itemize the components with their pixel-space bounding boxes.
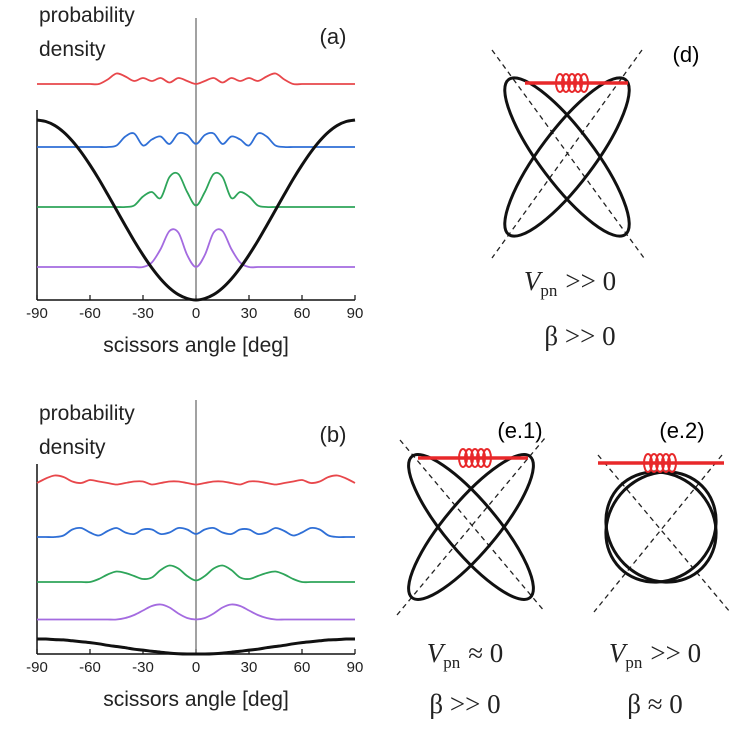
diagram-e2: (e.2) Vpn >> 0 β ≈ 0 [593, 418, 731, 719]
series-line [37, 72, 355, 86]
y-axis-label: probability [39, 4, 135, 27]
series-line [36, 637, 356, 656]
y-axis-label: density [39, 436, 106, 459]
x-tick-label: 0 [192, 305, 200, 322]
series-line [36, 118, 356, 302]
panel-label: (a) [320, 24, 347, 49]
x-tick-label: -90 [26, 659, 48, 676]
series-line [36, 131, 355, 149]
x-tick-label: 60 [294, 305, 311, 322]
panel-label: (e.2) [659, 418, 704, 443]
formula: Vpn >> 0 [524, 266, 616, 300]
x-tick-label: -30 [132, 659, 154, 676]
diagram-e1: (e.1) Vpn ≈ 0 β >> 0 [396, 418, 546, 719]
x-tick-label: 0 [192, 659, 200, 676]
diagram-d: (d) Vpn >> 0 β >> 0 [491, 42, 700, 351]
panel-label: (d) [673, 42, 700, 67]
series-line [36, 603, 355, 621]
series-line [37, 526, 355, 539]
x-tick-label: 30 [241, 659, 258, 676]
x-tick-label: 60 [294, 659, 311, 676]
x-tick-label: 90 [347, 305, 364, 322]
y-axis-label: probability [39, 402, 135, 425]
panel-label: (e.1) [497, 418, 542, 443]
x-tick-label: -90 [26, 305, 48, 322]
series-line [36, 564, 355, 584]
x-axis-label: scissors angle [deg] [103, 688, 289, 711]
formula: Vpn ≈ 0 [427, 638, 504, 672]
series-line [36, 474, 356, 486]
series-line [36, 228, 355, 269]
panel-label: (b) [320, 422, 347, 447]
x-tick-label: -30 [132, 305, 154, 322]
x-axis-label: scissors angle [deg] [103, 334, 289, 357]
formula: β >> 0 [429, 689, 500, 719]
y-axis-label: density [39, 38, 106, 61]
formula: β >> 0 [544, 321, 615, 351]
x-tick-label: 30 [241, 305, 258, 322]
series-line [36, 171, 355, 209]
x-tick-label: 90 [347, 659, 364, 676]
x-tick-label: -60 [79, 659, 101, 676]
x-tick-label: -60 [79, 305, 101, 322]
formula: β ≈ 0 [627, 689, 683, 719]
formula: Vpn >> 0 [609, 638, 701, 672]
